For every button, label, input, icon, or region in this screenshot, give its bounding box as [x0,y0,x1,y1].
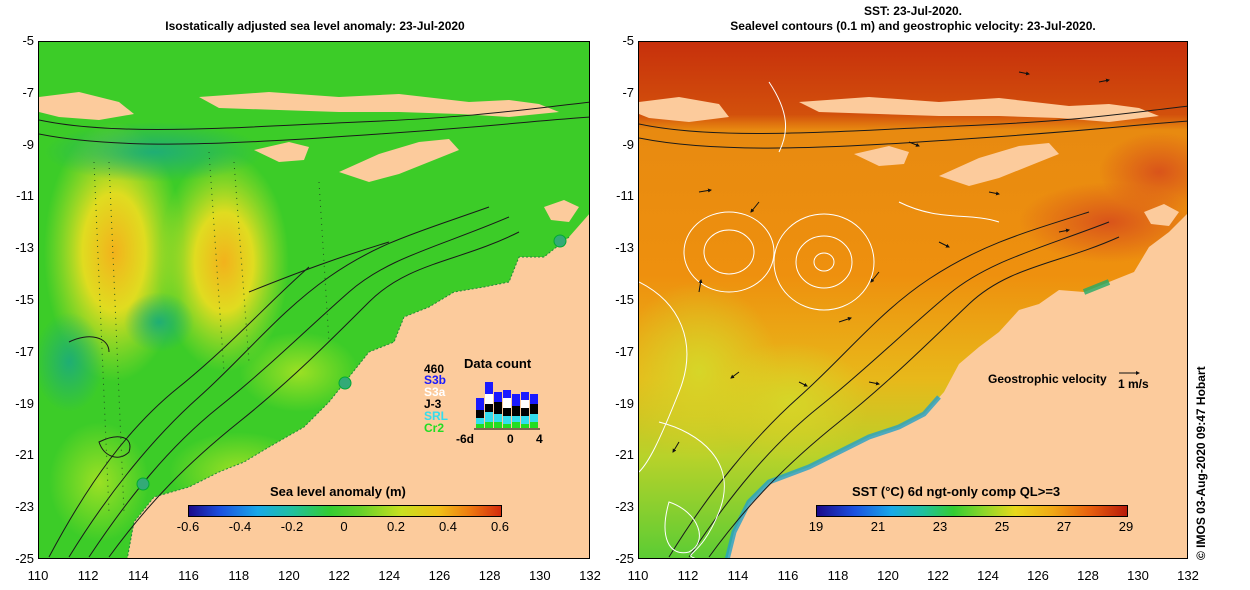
y-tick-label: -5 [622,33,634,48]
sla-colorbar-title: Sea level anomaly (m) [270,484,406,499]
data-count-title: Data count [464,356,532,371]
colorbar-tick-label: 21 [870,519,886,534]
colorbar-tick-label: 25 [994,519,1010,534]
y-tick-label: -17 [15,343,34,359]
sst-colorbar-title: SST (°C) 6d ngt-only comp QL>=3 [852,484,1061,499]
sat-srl: SRL [424,409,448,423]
x-tick-label: 114 [727,568,749,583]
x-tick-label: 124 [977,568,999,583]
y-tick-label: -19 [15,395,34,411]
y-tick-label: -21 [615,447,634,463]
colorbar-tick-label: -0.6 [176,519,200,534]
sat-cr2: Cr2 [424,421,445,435]
data-count-x2: 4 [536,432,543,446]
x-tick-label: 128 [478,568,501,583]
x-tick-label: 126 [428,568,451,583]
colorbar-tick-label: -0.4 [228,519,252,534]
x-tick-label: 132 [579,568,601,583]
data-count-x1: 0 [507,432,514,446]
x-tick-label: 122 [328,568,350,583]
x-tick-label: 124 [378,568,401,583]
right-panel-title-1: SST: 23-Jul-2020. [863,4,963,18]
x-tick-label: 118 [228,568,250,583]
sst-map [638,41,1188,559]
colorbar-tick-label: 19 [808,519,824,534]
x-tick-label: 110 [27,568,49,583]
colorbar-tick-label: 23 [932,519,948,534]
sla-map [38,41,590,559]
y-tick-label: -15 [615,292,634,307]
x-tick-label: 120 [278,568,300,583]
colorbar-tick-label: 29 [1118,519,1134,534]
y-tick-label: -21 [15,447,34,463]
x-tick-label: 114 [127,568,149,583]
sat-j3: J-3 [424,397,442,411]
data-count-max: 460 [424,362,445,376]
x-tick-label: 120 [877,568,899,583]
sst-colorbar [816,505,1128,517]
y-tick-label: -11 [16,188,34,204]
y-tick-label: -7 [22,84,34,100]
copyright-label: © IMOS 03-Aug-2020 09:47 Hobart [1194,366,1208,560]
y-tick-label: -9 [622,136,634,152]
x-tick-label: 130 [1127,568,1149,583]
data-count-x0: -6d [456,432,474,446]
y-tick-label: -5 [22,33,34,48]
y-tick-label: -25 [615,551,634,566]
x-tick-label: 110 [627,568,649,583]
y-tick-label: -13 [615,240,634,256]
x-tick-label: 132 [1177,568,1199,583]
sat-s3a: S3a [424,385,446,399]
colorbar-tick-label: 27 [1056,519,1072,534]
velocity-legend-unit: 1 m/s [1118,377,1149,391]
x-tick-label: 126 [1027,568,1049,583]
data-count-bars [474,382,540,430]
colorbar-tick-label: 0.4 [438,519,458,534]
x-tick-label: 130 [528,568,551,583]
y-tick-label: -23 [15,499,34,515]
x-tick-label: 116 [178,568,199,583]
sat-s3b: S3b [424,373,447,387]
left-panel-title: Isostatically adjusted sea level anomaly… [165,19,465,33]
y-tick-label: -7 [622,84,634,100]
colorbar-tick-label: 0.2 [386,519,406,534]
y-tick-label: -17 [615,343,634,359]
x-tick-label: 122 [927,568,949,583]
y-tick-label: -19 [615,395,634,411]
x-tick-label: 118 [827,568,849,583]
colorbar-tick-label: 0 [340,519,348,534]
sla-colorbar [188,505,502,517]
right-panel-title-2: Sealevel contours (0.1 m) and geostrophi… [730,19,1096,33]
x-tick-label: 116 [777,568,799,583]
x-tick-label: 112 [77,568,99,583]
y-tick-label: -13 [15,240,34,256]
colorbar-tick-label: 0.6 [490,519,510,534]
colorbar-tick-label: -0.2 [280,519,304,534]
y-tick-label: -23 [615,499,634,515]
y-tick-label: -9 [22,136,34,152]
y-tick-label: -25 [15,551,34,566]
y-tick-label: -15 [15,292,34,307]
y-tick-label: -11 [616,188,634,204]
velocity-legend-label: Geostrophic velocity [988,372,1107,386]
x-tick-label: 112 [677,568,699,583]
x-tick-label: 128 [1077,568,1099,583]
